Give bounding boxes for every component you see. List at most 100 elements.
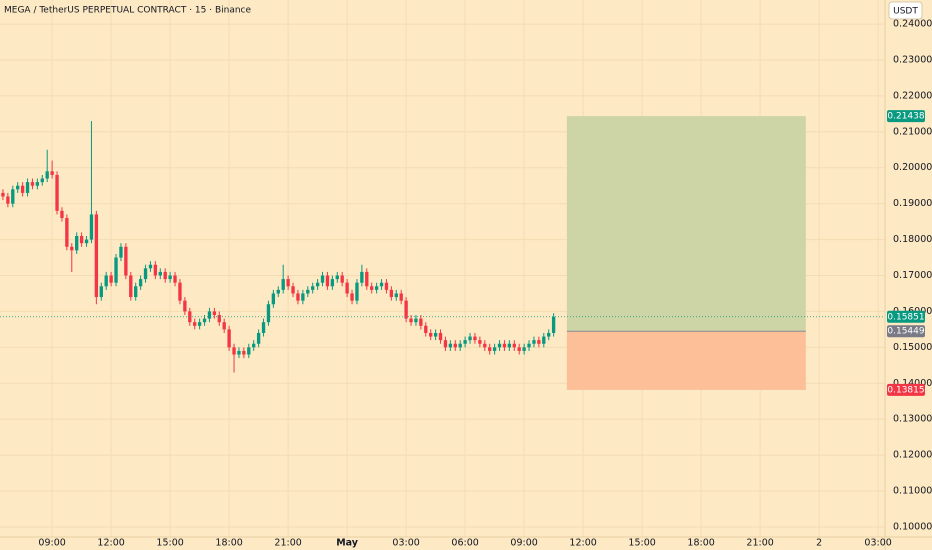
candle-body <box>389 289 394 298</box>
y-tick-label: 0.10000 <box>893 521 932 532</box>
axes: 0.10000 0.11000 0.12000 0.13000 0.14000 0.150… <box>38 19 932 549</box>
x-tick-label: May <box>336 538 359 549</box>
price-badge-label: 0.21438 <box>887 112 924 122</box>
y-tick-label: 0.21000 <box>893 126 932 137</box>
y-tick-label: 0.15000 <box>893 342 932 353</box>
candle-body <box>551 316 556 333</box>
x-tick-label: 18:00 <box>215 538 242 549</box>
candle-body <box>458 343 462 348</box>
candle-body <box>89 214 94 240</box>
candle-body <box>256 332 261 344</box>
price-badge <box>887 110 925 123</box>
candle-body <box>65 218 69 247</box>
candle-body <box>443 340 448 348</box>
price-badge <box>887 310 925 323</box>
candle-body <box>379 282 384 287</box>
candle-body <box>30 182 35 186</box>
candle-body <box>433 332 438 337</box>
candle-body <box>143 268 148 280</box>
candle-body <box>25 182 30 193</box>
price-badge-label: 0.15851 <box>887 312 924 322</box>
candle-body <box>222 322 226 330</box>
candle-body <box>532 340 536 344</box>
candle-body <box>404 300 408 319</box>
candle-body <box>6 196 10 204</box>
candle-body <box>355 282 359 301</box>
candle-body <box>173 275 177 283</box>
candle-body <box>50 171 54 175</box>
candle-body <box>217 315 221 323</box>
x-tick-label: 09:00 <box>38 538 65 549</box>
candle-body <box>183 300 187 312</box>
candle-body <box>438 332 443 341</box>
candle-body <box>542 336 546 344</box>
candle-body <box>158 271 162 276</box>
x-tick-label: 12:00 <box>97 538 124 549</box>
candle-body <box>227 329 231 348</box>
candle-body <box>311 286 315 290</box>
x-tick-label: 12:00 <box>569 538 596 549</box>
y-tick-label: 0.22000 <box>893 90 932 101</box>
candle-body <box>345 282 349 294</box>
candle-body <box>134 286 138 298</box>
price-badge <box>887 383 925 396</box>
candle-body <box>340 275 344 283</box>
candle-body <box>448 343 453 348</box>
y-tick-label: 0.19000 <box>893 198 932 209</box>
candle-body <box>350 293 354 301</box>
candle-body <box>11 189 15 204</box>
candle-body <box>281 279 285 290</box>
candle-body <box>463 340 467 344</box>
x-tick-label: 21:00 <box>274 538 301 549</box>
candle-body <box>124 246 128 276</box>
candle-body <box>497 343 502 348</box>
price-badge <box>887 325 925 338</box>
candle-body <box>502 343 507 348</box>
candle-body <box>291 286 295 294</box>
candle-body <box>84 239 89 244</box>
y-tick-label: 0.12000 <box>893 450 932 461</box>
candles <box>0 121 885 373</box>
y-tick-label: 0.24000 <box>893 19 932 30</box>
x-tick-label: 18:00 <box>687 538 714 549</box>
candle-body <box>483 343 487 348</box>
candle-body <box>537 340 541 344</box>
candle-body <box>286 279 290 287</box>
candle-body <box>365 271 369 287</box>
candle-body <box>153 264 158 276</box>
candle-body <box>79 235 84 244</box>
candle-body <box>237 350 241 355</box>
candle-body <box>178 282 182 301</box>
candle-body <box>488 347 492 351</box>
candle-body <box>247 347 251 355</box>
candle-body <box>271 293 276 305</box>
candle-body <box>35 182 40 186</box>
candle-body <box>266 304 271 323</box>
x-tick-label: 06:00 <box>451 538 478 549</box>
candle-body <box>547 332 551 337</box>
x-tick-label: 03:00 <box>392 538 419 549</box>
candle-body <box>276 289 280 294</box>
y-tick-label: 0.17000 <box>893 270 932 281</box>
candle-body <box>20 185 25 193</box>
candle-body <box>394 293 398 298</box>
candle-body <box>473 336 477 341</box>
candle-body <box>104 275 108 287</box>
candle-body <box>16 185 20 190</box>
candle-body <box>94 214 99 298</box>
candle-body <box>522 347 526 351</box>
currency-label[interactable]: USDT <box>893 7 918 17</box>
candle-body <box>119 246 123 258</box>
candle-body <box>414 318 418 323</box>
x-tick-label: 21:00 <box>746 538 773 549</box>
candle-body <box>296 293 300 301</box>
y-tick-label: 0.14000 <box>893 378 932 389</box>
candle-body <box>527 343 531 348</box>
candle-body <box>75 235 79 251</box>
currency-button[interactable] <box>888 1 923 20</box>
y-tick-label: 0.20000 <box>893 162 932 173</box>
candle-body <box>325 275 330 287</box>
x-tick-label: 15:00 <box>156 538 183 549</box>
target-zone <box>566 116 806 332</box>
y-tick-label: 0.18000 <box>893 234 932 245</box>
